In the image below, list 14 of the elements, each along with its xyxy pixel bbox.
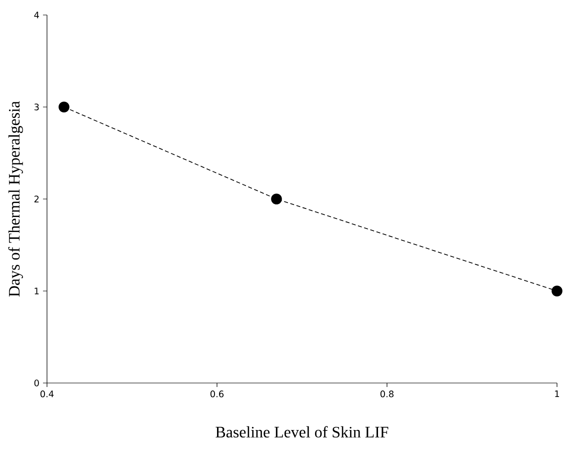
y-tick-label: 1 bbox=[34, 288, 39, 294]
y-tick-label: 3 bbox=[34, 104, 39, 110]
x-axis-title: Baseline Level of Skin LIF bbox=[216, 426, 388, 438]
y-tick-label: 2 bbox=[34, 196, 39, 202]
x-tick-label: 1 bbox=[555, 390, 560, 398]
x-tick-label: 0.4 bbox=[40, 390, 54, 398]
x-tick-label: 0.6 bbox=[210, 390, 224, 398]
point bbox=[271, 194, 282, 204]
y-axis-title: Days of Thermal Hyperalgesia bbox=[8, 101, 23, 297]
point bbox=[58, 102, 70, 112]
point bbox=[552, 286, 562, 296]
x-tick-label: 0.8 bbox=[380, 390, 394, 398]
y-tick-label: 0 bbox=[34, 380, 39, 386]
y-tick-label: 4 bbox=[34, 12, 39, 18]
